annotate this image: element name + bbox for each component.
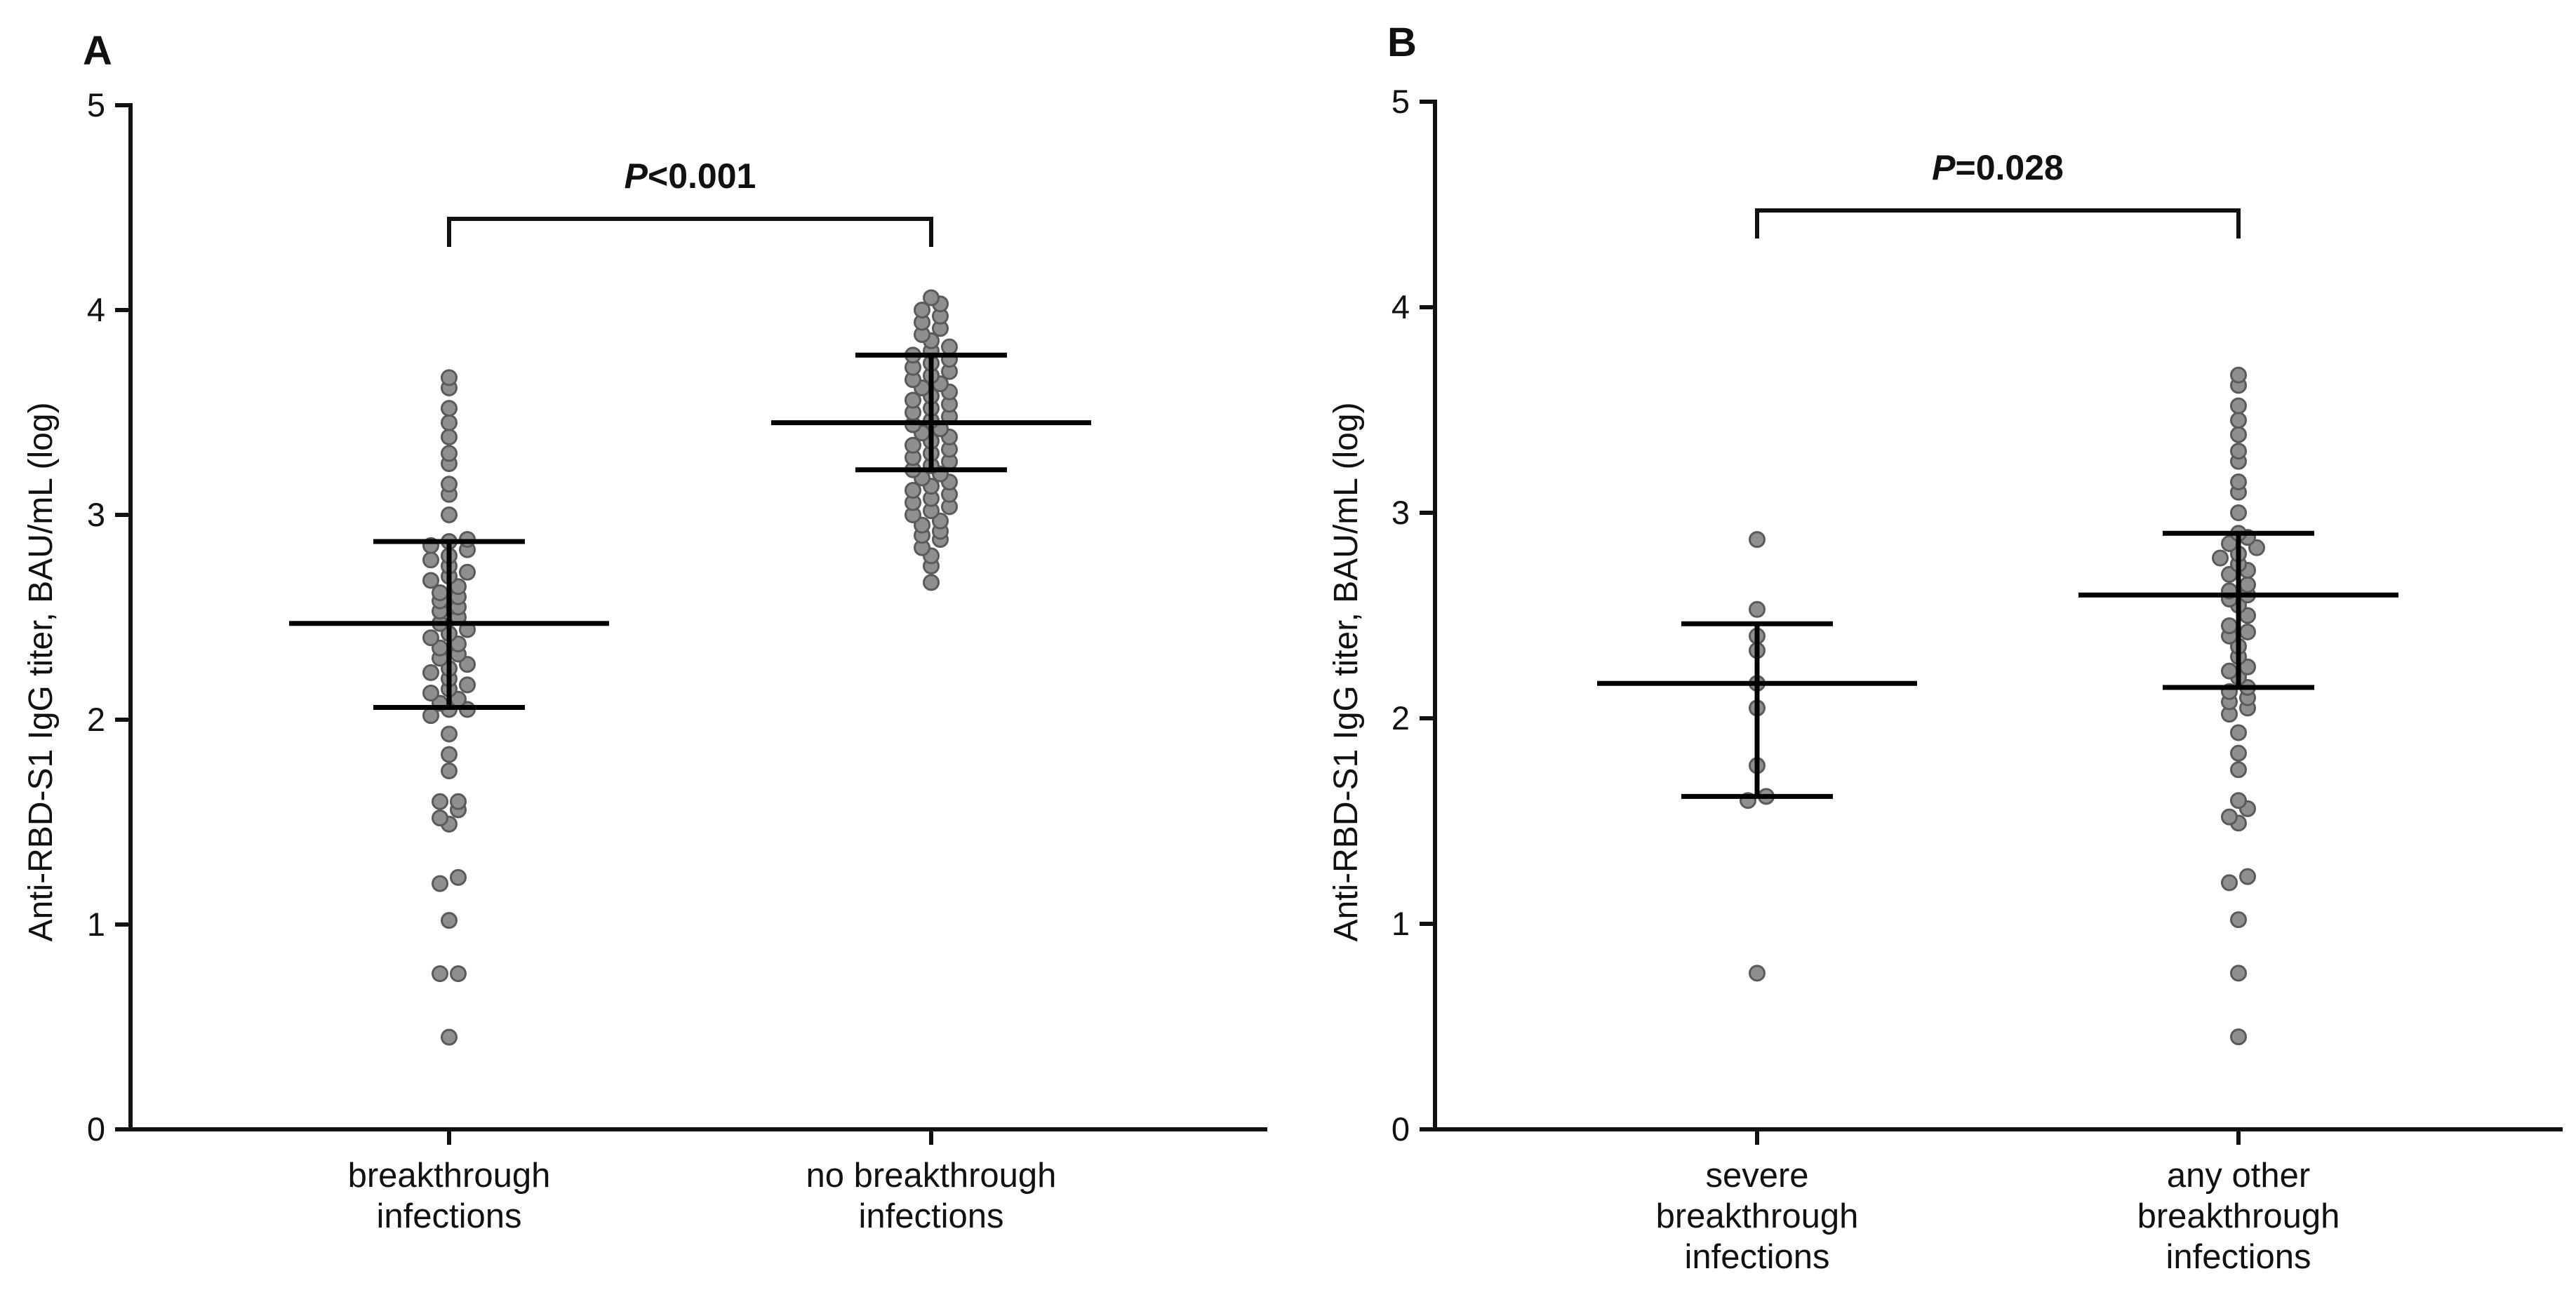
category-label-a: no breakthrough bbox=[806, 1157, 1057, 1195]
category-label-b: severe bbox=[1705, 1157, 1808, 1195]
data-point-b bbox=[2239, 868, 2256, 885]
data-point-a bbox=[914, 302, 930, 318]
data-point-b bbox=[2230, 443, 2247, 460]
y-tick-label-b: 3 bbox=[1392, 494, 1410, 531]
data-point-a bbox=[932, 512, 949, 530]
y-tick-label-a: 0 bbox=[87, 1110, 105, 1148]
panel-b: B Anti-RBD-S1 IgG titer, BAU/mL (log) 0 1… bbox=[1328, 20, 2563, 1276]
category-label-a: infections bbox=[858, 1197, 1003, 1235]
data-point-b bbox=[1749, 531, 1766, 549]
data-point-a bbox=[914, 516, 930, 534]
y-tick-label-b: 2 bbox=[1392, 699, 1410, 737]
data-point-a bbox=[905, 481, 921, 499]
data-point-a bbox=[441, 414, 458, 431]
data-point-b bbox=[2239, 623, 2256, 640]
data-point-a bbox=[459, 656, 476, 673]
y-axis-label-b: Anti-RBD-S1 IgG titer, BAU/mL (log) bbox=[1328, 402, 1365, 941]
significance-bracket-a bbox=[447, 217, 933, 247]
panel-letter-b: B bbox=[1387, 20, 1417, 65]
data-point-a bbox=[441, 445, 458, 462]
data-point-a bbox=[459, 563, 476, 581]
data-point-a bbox=[450, 868, 467, 886]
data-point-a bbox=[450, 965, 467, 983]
data-point-a bbox=[441, 912, 458, 929]
p-value-symbol-b: P bbox=[1932, 148, 1956, 187]
data-point-b bbox=[2230, 965, 2247, 982]
data-point-b bbox=[2221, 617, 2238, 635]
data-point-b bbox=[2230, 792, 2247, 809]
y-tick-label-b: 1 bbox=[1392, 905, 1410, 942]
data-point-b bbox=[2230, 473, 2247, 491]
category-label-b: breakthrough bbox=[1656, 1197, 1859, 1235]
data-point-a bbox=[941, 338, 958, 356]
data-point-a bbox=[432, 809, 448, 827]
data-point-b bbox=[2230, 1028, 2247, 1046]
data-point-a bbox=[905, 436, 921, 454]
p-value-symbol-a: P bbox=[625, 156, 648, 196]
category-label-b: any other bbox=[2167, 1157, 2310, 1195]
data-point-b bbox=[2230, 744, 2247, 762]
data-point-b bbox=[2230, 724, 2247, 741]
data-point-a bbox=[432, 875, 448, 892]
p-value-b: P=0.028 bbox=[1932, 148, 2064, 187]
data-point-a bbox=[432, 965, 448, 983]
data-point-a bbox=[441, 725, 458, 743]
data-point-b bbox=[2212, 549, 2229, 567]
y-tick-label-a: 2 bbox=[87, 701, 105, 738]
data-point-b bbox=[2221, 808, 2238, 826]
y-tick-label-a: 4 bbox=[87, 291, 105, 328]
category-label-b: infections bbox=[2165, 1238, 2311, 1276]
data-point-b bbox=[2221, 662, 2238, 680]
category-label-b: breakthrough bbox=[2137, 1197, 2340, 1235]
data-point-a bbox=[441, 429, 458, 446]
p-value-a: P<0.001 bbox=[625, 156, 756, 196]
y-tick-label-b: 5 bbox=[1392, 83, 1410, 120]
data-point-b bbox=[2248, 539, 2265, 556]
data-point-b bbox=[1749, 965, 1766, 982]
data-point-b bbox=[2221, 874, 2238, 892]
significance-bracket-b bbox=[1755, 208, 2241, 238]
data-point-b bbox=[2239, 576, 2256, 593]
data-point-a bbox=[422, 685, 439, 702]
data-point-a bbox=[450, 793, 467, 810]
data-point-a bbox=[441, 506, 458, 523]
y-tick-label-b: 0 bbox=[1392, 1110, 1410, 1148]
data-point-b bbox=[2230, 911, 2247, 929]
data-point-a bbox=[432, 793, 448, 810]
data-point-b bbox=[2230, 412, 2247, 429]
category-label-b: infections bbox=[1684, 1238, 1829, 1276]
data-point-b bbox=[2230, 426, 2247, 443]
data-point-b bbox=[2230, 504, 2247, 521]
data-point-b bbox=[1749, 600, 1766, 618]
data-point-b bbox=[2230, 366, 2247, 384]
category-label-a: infections bbox=[376, 1197, 521, 1235]
y-axis-label-a: Anti-RBD-S1 IgG titer, BAU/mL (log) bbox=[22, 402, 60, 941]
y-tick-label-a: 3 bbox=[87, 496, 105, 533]
category-label-a: breakthrough bbox=[348, 1157, 551, 1195]
data-point-a bbox=[422, 572, 439, 589]
data-point-a bbox=[422, 629, 439, 647]
y-tick-label-a: 5 bbox=[87, 86, 105, 123]
data-point-b bbox=[2230, 761, 2247, 779]
p-value-text-a: <0.001 bbox=[648, 156, 756, 196]
y-tick-label-b: 4 bbox=[1392, 288, 1410, 325]
data-point-a bbox=[441, 369, 458, 387]
data-point-a bbox=[422, 551, 439, 569]
data-point-a bbox=[441, 746, 458, 763]
panel-letter-a: A bbox=[83, 28, 112, 74]
data-point-a bbox=[923, 289, 940, 307]
p-value-text-b: =0.028 bbox=[1956, 148, 2064, 187]
data-point-a bbox=[923, 574, 940, 591]
data-point-a bbox=[422, 664, 439, 681]
data-point-a bbox=[441, 762, 458, 779]
data-point-a bbox=[441, 400, 458, 417]
data-point-a bbox=[441, 1028, 458, 1046]
data-point-a bbox=[905, 391, 921, 409]
data-point-b bbox=[2230, 397, 2247, 415]
data-point-a bbox=[441, 476, 458, 493]
data-point-a bbox=[459, 676, 476, 694]
y-tick-label-a: 1 bbox=[87, 906, 105, 943]
panel-a: A Anti-RBD-S1 IgG titer, BAU/mL (log) 0 1… bbox=[22, 28, 1267, 1235]
